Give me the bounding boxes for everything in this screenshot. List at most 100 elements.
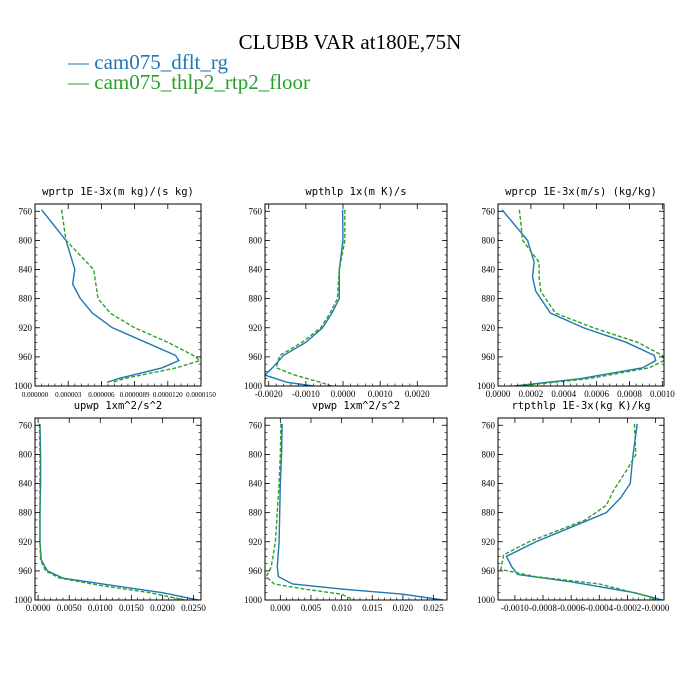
legend-entry-floor: — cam075_thlp2_rtp2_floor: [67, 70, 310, 94]
x-tick-label: 0.0000120: [153, 391, 183, 399]
x-tick-label: -0.0006: [557, 603, 585, 613]
y-tick-label: 800: [19, 449, 33, 459]
y-tick-label: 760: [19, 206, 33, 216]
y-tick-label: 800: [482, 235, 496, 245]
subplot-6: rtpthlp 1E-3x(kg K)/kg 760 800 840 880 920 960…: [477, 400, 670, 613]
subplot-title: upwp 1xm^2/s^2: [74, 400, 163, 412]
series-line-dflt-rg: [41, 209, 180, 384]
subplot-title: vpwp 1xm^2/s^2: [312, 400, 401, 412]
legend-entry-dflt: — cam075_dflt_rg: [67, 50, 229, 74]
y-tick-label: 1000: [14, 595, 33, 605]
x-tick-label: 0.005: [301, 603, 322, 613]
y-tick-label: 960: [482, 352, 496, 362]
subplot-grid: wprtp 1E-3x(m kg)/(s kg) 760 800 840 880 920 9…: [14, 186, 675, 613]
y-tick-label: 800: [249, 449, 263, 459]
y-tick-label: 800: [249, 235, 263, 245]
series-line-dflt-rg: [276, 423, 443, 600]
y-tick-label: 880: [482, 294, 496, 304]
y-tick-label: 960: [19, 566, 33, 576]
x-tick-label: 0.0010: [368, 389, 393, 399]
y-tick-label: 800: [482, 449, 496, 459]
series-line-floor: [265, 423, 355, 600]
series-line-dflt-rg: [39, 423, 199, 600]
series-line-floor: [499, 423, 656, 600]
y-tick-label: 920: [249, 323, 263, 333]
x-tick-label: -0.0010: [501, 603, 529, 613]
subplot-3: wprcp 1E-3x(m/s) (kg/kg) 760 800 840 880 920 9…: [477, 186, 675, 399]
x-tick-label: 0.0000150: [186, 391, 216, 399]
subplot-title: wpthlp 1x(m K)/s: [305, 186, 406, 198]
series-line-dflt-rg: [265, 209, 344, 386]
subplot-frame: [34, 203, 202, 387]
series-line-floor: [275, 209, 346, 386]
y-tick-label: 840: [482, 479, 496, 489]
y-tick-label: 880: [249, 294, 263, 304]
x-tick-label: 0.0020: [405, 389, 430, 399]
y-tick-label: 760: [249, 206, 263, 216]
y-tick-label: 880: [19, 294, 33, 304]
subplot-title: wprcp 1E-3x(m/s) (kg/kg): [505, 186, 657, 198]
series-line-floor: [38, 423, 185, 600]
series-line-dflt-rg: [501, 209, 657, 386]
x-tick-label: -0.0010: [292, 389, 320, 399]
y-tick-label: 880: [482, 508, 496, 518]
y-tick-label: 920: [249, 537, 263, 547]
x-tick-label: 0.000000: [22, 391, 49, 399]
x-tick-label: 0.000006: [88, 391, 115, 399]
y-tick-label: 840: [249, 479, 263, 489]
x-tick-label: 0.0010: [650, 389, 675, 399]
y-tick-label: 1000: [244, 595, 263, 605]
y-tick-label: 1000: [477, 381, 496, 391]
series-line-floor: [60, 209, 201, 384]
subplot-4: upwp 1xm^2/s^276080084088092096010000.00…: [14, 400, 206, 613]
x-tick-label: 0.0000: [486, 389, 511, 399]
x-tick-label: 0.0000: [26, 603, 51, 613]
x-tick-label: 0.0004: [551, 389, 576, 399]
y-tick-label: 920: [19, 323, 33, 333]
x-tick-label: 0.010: [331, 603, 352, 613]
y-tick-label: 960: [249, 566, 263, 576]
subplot-1: wprtp 1E-3x(m kg)/(s kg) 760 800 840 880 920 9…: [14, 186, 216, 399]
y-tick-label: 760: [482, 420, 496, 430]
y-tick-label: 960: [482, 566, 496, 576]
x-tick-label: 0.000: [270, 603, 291, 613]
x-tick-label: 0.0200: [150, 603, 175, 613]
subplot-title: rtpthlp 1E-3x(kg K)/kg: [511, 400, 650, 412]
y-tick-label: 960: [249, 352, 263, 362]
x-tick-label: 0.0002: [518, 389, 543, 399]
y-tick-label: 920: [19, 537, 33, 547]
x-tick-label: -0.0008: [529, 603, 557, 613]
subplot-frame: [497, 417, 665, 601]
subplot-frame: [34, 417, 202, 601]
y-tick-label: 960: [19, 352, 33, 362]
x-tick-label: 0.0050: [57, 603, 82, 613]
x-tick-label: 0.0250: [181, 603, 206, 613]
x-tick-label: 0.0100: [88, 603, 113, 613]
x-tick-label: 0.015: [362, 603, 383, 613]
subplot-frame: [264, 417, 448, 601]
x-tick-label: -0.0000: [642, 603, 670, 613]
subplot-5: vpwp 1xm^2/s^2 760 800 840 880 920 960 1000 0.00…: [244, 400, 448, 613]
y-tick-label: 760: [19, 420, 33, 430]
y-tick-label: 840: [19, 265, 33, 275]
y-tick-label: 920: [482, 537, 496, 547]
y-tick-label: 880: [19, 508, 33, 518]
y-tick-label: 1000: [14, 381, 33, 391]
y-tick-label: 920: [482, 323, 496, 333]
y-tick-label: 1000: [244, 381, 263, 391]
x-tick-label: -0.0002: [614, 603, 642, 613]
x-tick-label: 0.0000089: [120, 391, 150, 399]
x-tick-label: 0.0008: [617, 389, 642, 399]
y-tick-label: 840: [249, 265, 263, 275]
chart-title: CLUBB VAR at180E,75N: [239, 30, 462, 54]
y-tick-label: 840: [19, 479, 33, 489]
x-tick-label: 0.020: [393, 603, 414, 613]
x-tick-label: 0.0000: [331, 389, 356, 399]
y-tick-label: 840: [482, 265, 496, 275]
y-tick-label: 1000: [477, 595, 496, 605]
x-tick-label: -0.0004: [585, 603, 613, 613]
x-tick-label: 0.025: [423, 603, 444, 613]
y-tick-label: 760: [249, 420, 263, 430]
y-tick-label: 760: [482, 206, 496, 216]
